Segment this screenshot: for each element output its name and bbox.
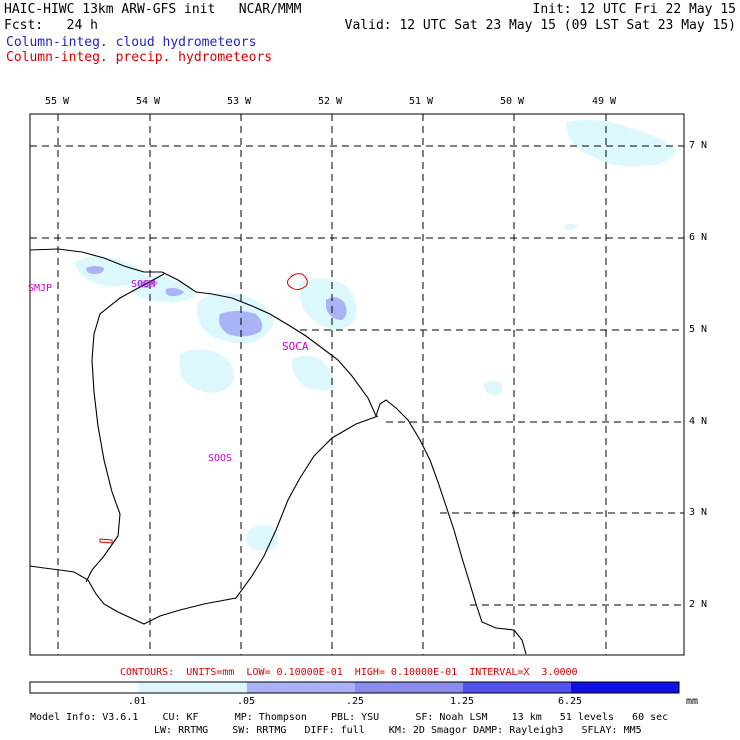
- lon-label: 53 W: [227, 96, 252, 107]
- cloud-region: [564, 224, 578, 230]
- colorbar-unit: mm: [686, 696, 699, 707]
- colorbar-tick: .05: [237, 696, 256, 707]
- cloud-region: [180, 349, 235, 393]
- lon-label: 51 W: [409, 96, 434, 107]
- model-info-line1: Model Info: V3.6.1 CU: KF MP: Thompson P…: [30, 712, 669, 723]
- init-time: Init: 12 UTC Fri 22 May 15: [532, 2, 737, 17]
- cloud-region-medium: [165, 288, 184, 297]
- lat-label: 3 N: [689, 507, 708, 518]
- station-label: SOCA: [282, 340, 309, 353]
- country-border: [29, 415, 379, 625]
- valid-time: Valid: 12 UTC Sat 23 May 15 (09 LST Sat …: [344, 18, 736, 33]
- precip-contour: [99, 538, 113, 544]
- colorbar-bin-1: [138, 682, 247, 693]
- forecast-hour: Fcst: 24 h: [4, 18, 98, 33]
- colorbar-tick: 6.25: [558, 696, 583, 707]
- model-info-line2: LW: RRTMG SW: RRTMG DIFF: full KM: 2D Sm…: [154, 725, 642, 736]
- lon-label: 54 W: [136, 96, 161, 107]
- lon-label: 50 W: [500, 96, 525, 107]
- cloud-region-medium: [326, 297, 347, 320]
- colorbar-frame: [29, 681, 680, 694]
- colorbar: [29, 681, 680, 694]
- station-label: SOGM: [131, 279, 156, 290]
- lat-label: 7 N: [689, 140, 708, 151]
- station-label: SOOS: [208, 453, 233, 464]
- colorbar-bin-2: [247, 682, 355, 693]
- lon-label: 55 W: [45, 96, 70, 107]
- colorbar-tick: .01: [128, 696, 147, 707]
- legend-precip-hydrometeors: Column-integ. precip. hydrometeors: [6, 50, 273, 65]
- cloud-region: [74, 256, 146, 287]
- map-frame: [29, 113, 685, 656]
- cloud-region: [291, 355, 335, 391]
- cloud-region: [246, 524, 279, 551]
- cloud-region-medium: [86, 266, 104, 274]
- coastline: [29, 248, 527, 655]
- lat-label: 6 N: [689, 232, 708, 243]
- latlon-grid: [30, 114, 684, 655]
- contour-info: CONTOURS: UNITS=mm LOW= 0.10000E-01 HIGH…: [120, 667, 578, 678]
- country-border: [85, 273, 165, 583]
- colorbar-bin-4: [463, 682, 571, 693]
- lon-label: 52 W: [318, 96, 343, 107]
- precip-contour: [287, 273, 308, 291]
- lon-label: 49 W: [592, 96, 617, 107]
- plot-title: HAIC-HIWC 13km ARW-GFS init NCAR/MMM: [4, 2, 302, 17]
- lat-label: 4 N: [689, 416, 708, 427]
- station-label: SMJP: [28, 283, 53, 294]
- lat-label: 5 N: [689, 324, 708, 335]
- colorbar-bin-5: [571, 682, 679, 693]
- colorbar-bin-0: [30, 682, 138, 693]
- cloud-region: [566, 120, 676, 167]
- cloud-shading: [74, 120, 676, 551]
- colorbar-tick: .25: [346, 696, 365, 707]
- legend-cloud-hydrometeors: Column-integ. cloud hydrometeors: [6, 35, 257, 50]
- lat-label: 2 N: [689, 599, 708, 610]
- coastlines: [29, 248, 527, 655]
- cloud-region: [484, 381, 503, 396]
- colorbar-tick: 1.25: [450, 696, 475, 707]
- colorbar-bin-3: [355, 682, 463, 693]
